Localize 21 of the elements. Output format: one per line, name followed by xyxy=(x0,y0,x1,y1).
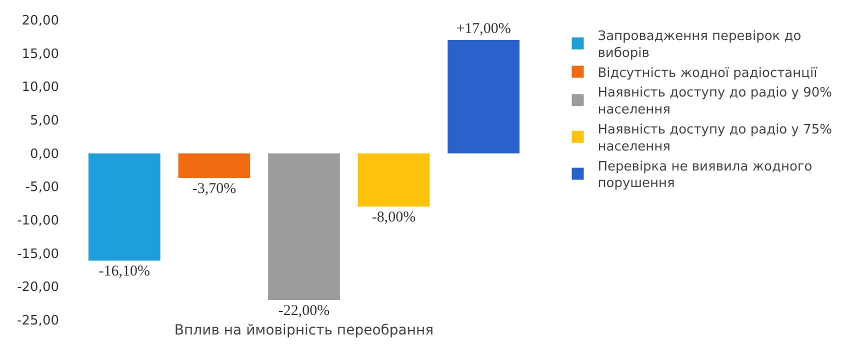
legend-label: Запровадження перевірок до виборів xyxy=(598,29,802,61)
y-tick-label: 15,00 xyxy=(22,46,59,62)
data-label: -22,00% xyxy=(278,303,330,319)
y-tick-label: 5,00 xyxy=(30,114,59,129)
x-axis-title: Вплив на ймовірність переобрання xyxy=(174,322,434,338)
y-tick-label: -20,00 xyxy=(17,280,59,296)
y-tick-label: -15,00 xyxy=(17,246,59,262)
y-tick-label: -25,00 xyxy=(17,314,59,329)
legend-label: Наявність доступу до радіо у 90% населення xyxy=(598,86,832,118)
y-tick-label: 10,00 xyxy=(22,80,59,96)
y-tick-label: 0,00 xyxy=(30,146,59,162)
y-tick-label: -5,00 xyxy=(25,180,59,196)
legend-label: Відсутність жодної радіостанції xyxy=(598,66,818,81)
data-label: -3,70% xyxy=(192,181,236,197)
legend-label: Наявність доступу до радіо у 75% населення xyxy=(598,122,832,154)
data-label: -8,00% xyxy=(372,210,416,226)
y-tick-label: -10,00 xyxy=(17,214,59,229)
data-label: +17,00% xyxy=(456,21,511,37)
y-tick-label: 20,00 xyxy=(22,14,59,29)
legend-label: Перевірка не виявила жодного порушення xyxy=(598,159,812,192)
data-label: -16,10% xyxy=(98,264,150,280)
